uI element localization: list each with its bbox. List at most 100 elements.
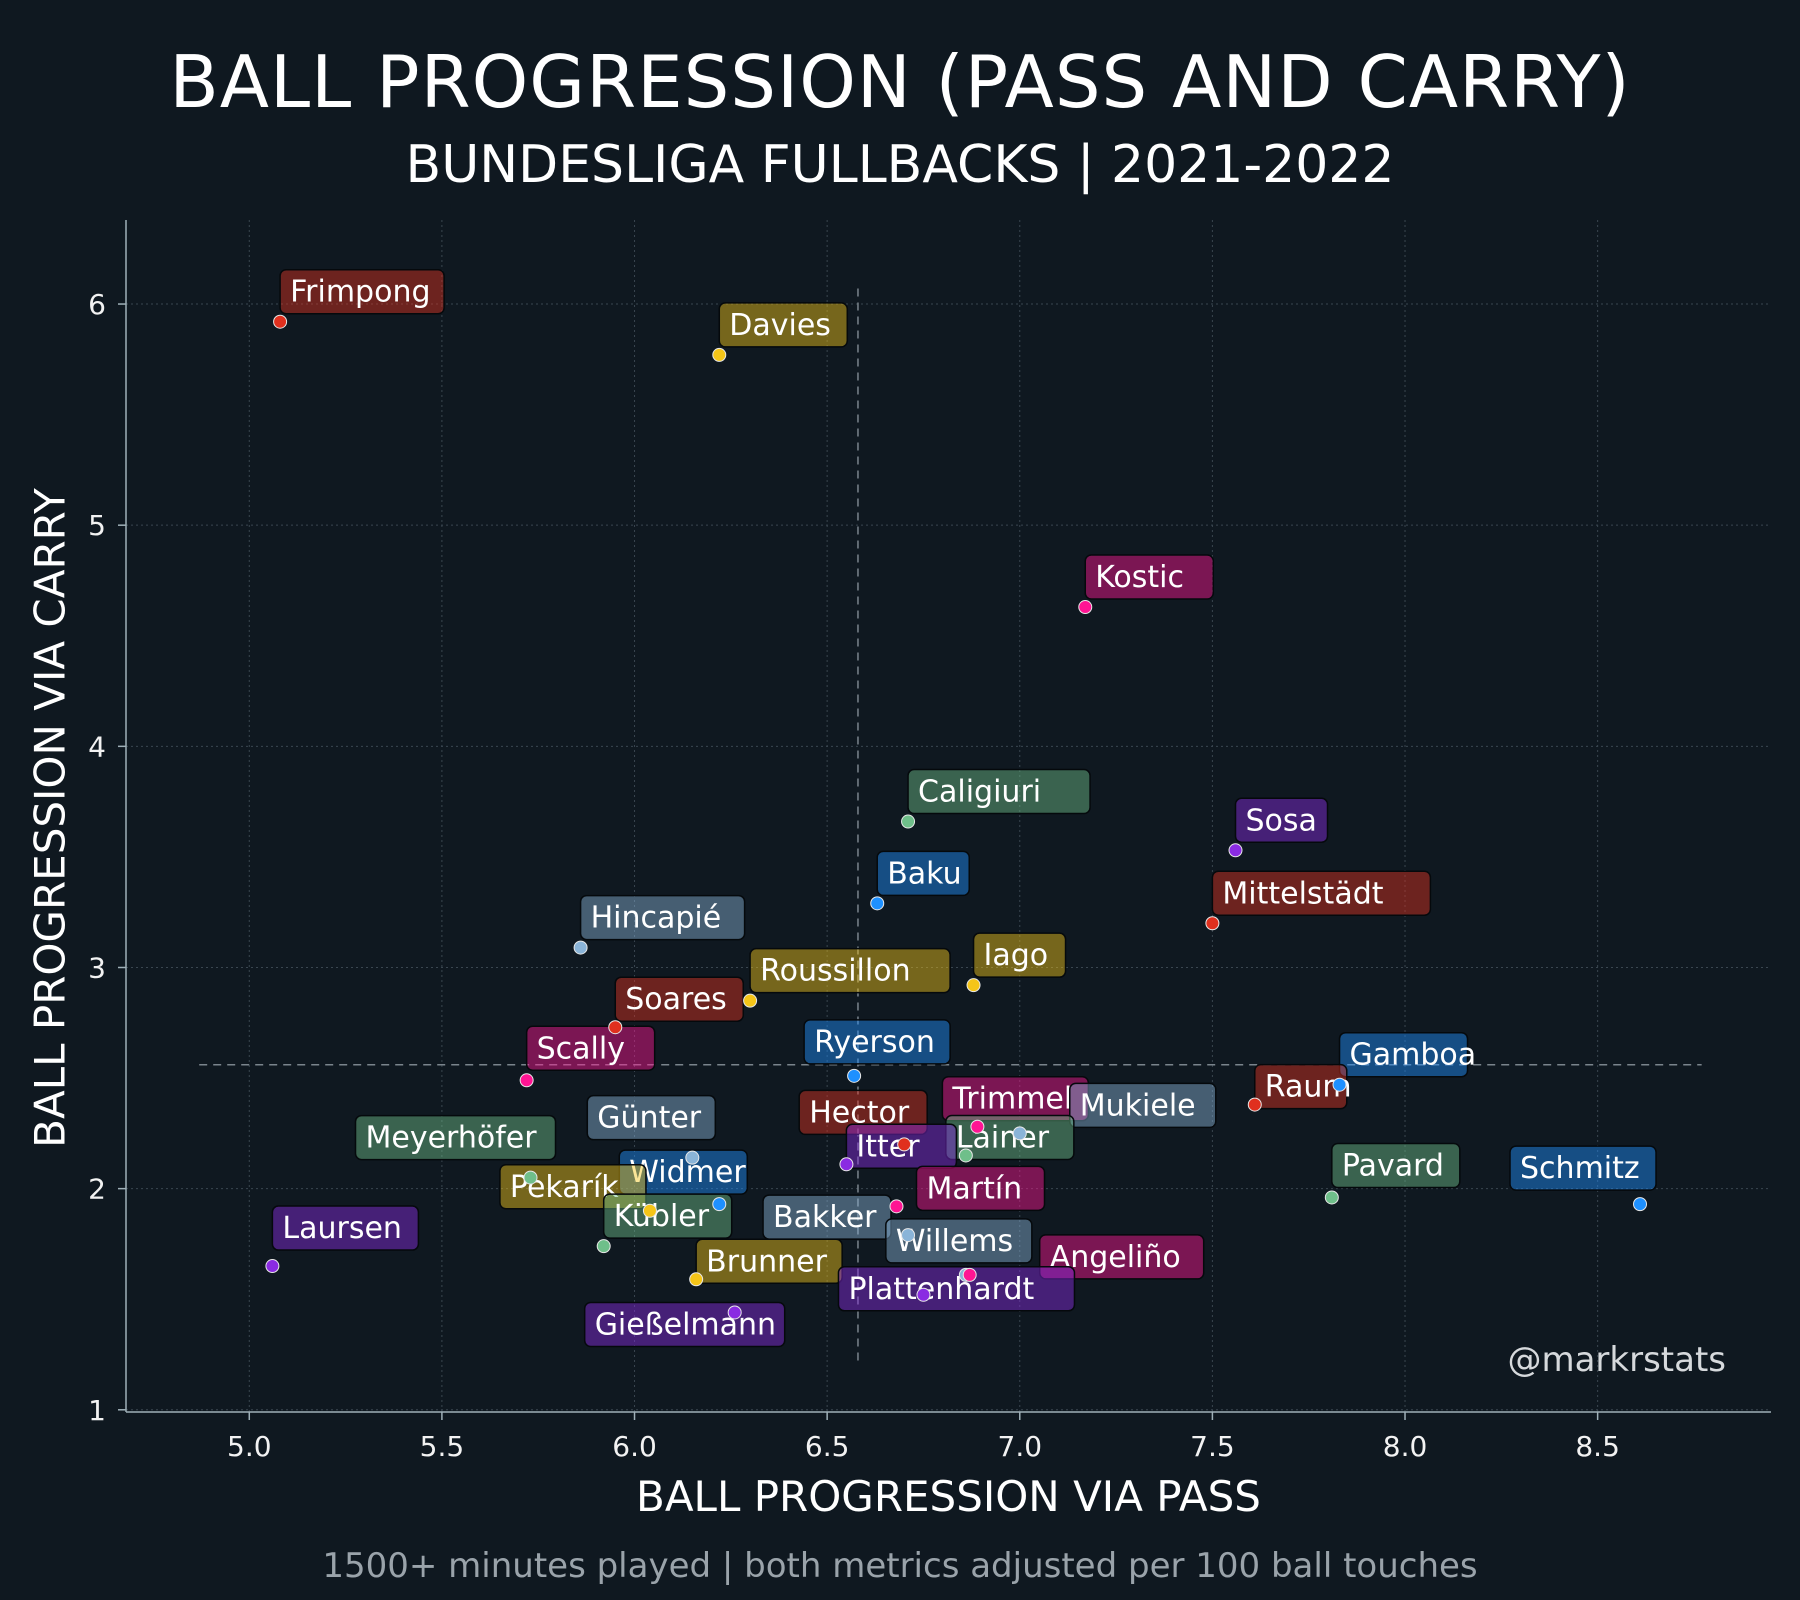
player-point: [1633, 1197, 1648, 1212]
player-label-text: Brunner: [706, 1244, 827, 1279]
player-label-plattenhardt: Plattenhardt: [837, 1266, 1076, 1312]
y-tick-label: 5: [88, 509, 106, 542]
player-label-box: [1069, 1082, 1217, 1129]
player-label-box: [718, 302, 849, 348]
player-label-text: Bakker: [773, 1200, 877, 1235]
player-label-hincapi-: Hincapié: [579, 894, 746, 941]
player-label-box: [837, 1266, 1076, 1312]
player-point: [523, 1170, 538, 1185]
player-label-text: Mittelstädt: [1222, 876, 1383, 911]
player-point: [958, 1148, 973, 1163]
player-point: [642, 1203, 657, 1218]
player-point: [901, 1228, 916, 1243]
player-label-box: [279, 268, 445, 315]
player-label-laursen: Laursen: [271, 1205, 420, 1251]
player-label-sosa: Sosa: [1234, 797, 1329, 844]
player-label-text: Scally: [537, 1031, 625, 1066]
x-tick-label: 5.5: [420, 1430, 465, 1463]
player-point: [1205, 916, 1220, 931]
chart-title: BALL PROGRESSION (PASS AND CARRY): [169, 40, 1631, 124]
player-label-davies: Davies: [718, 302, 849, 348]
player-label-pavard: Pavard: [1331, 1142, 1461, 1189]
player-label-box: [354, 1114, 557, 1161]
player-label-schmitz: Schmitz: [1509, 1145, 1657, 1191]
chart-subtitle: BUNDESLIGA FULLBACKS | 2021-2022: [405, 135, 1395, 195]
player-point: [962, 1267, 977, 1282]
player-point: [839, 1157, 854, 1172]
player-label-text: Kübler: [614, 1199, 710, 1234]
player-label-box: [876, 850, 970, 897]
player-label-text: Gamboa: [1350, 1038, 1477, 1073]
player-label-text: Hincapié: [591, 901, 722, 936]
player-point: [685, 1150, 700, 1165]
player-point: [1228, 843, 1243, 858]
player-label-box: [1509, 1145, 1657, 1191]
player-label-box: [941, 1075, 1090, 1122]
x-tick-label: 7.0: [998, 1430, 1043, 1463]
player-label-mukiele: Mukiele: [1069, 1082, 1217, 1129]
footnote: 1500+ minutes played | both metrics adju…: [322, 1546, 1478, 1586]
player-label-text: Laursen: [282, 1211, 402, 1246]
player-point: [970, 1119, 985, 1134]
player-label-text: Meyerhöfer: [366, 1121, 538, 1156]
player-label-box: [1084, 554, 1215, 600]
player-point: [1247, 1097, 1262, 1112]
player-label-box: [1338, 1031, 1469, 1078]
player-label-box: [749, 947, 951, 994]
player-label-scally: Scally: [525, 1025, 656, 1072]
player-label-box: [1331, 1142, 1461, 1189]
player-point: [1324, 1190, 1339, 1205]
player-point: [897, 1137, 912, 1152]
x-tick-label: 8.5: [1575, 1430, 1620, 1463]
x-tick-label: 6.5: [805, 1430, 850, 1463]
y-tick-label: 2: [88, 1173, 106, 1206]
player-point: [712, 347, 727, 362]
y-tick-label: 6: [88, 288, 106, 321]
player-label-text: Davies: [729, 308, 831, 343]
player-label-box: [695, 1238, 843, 1285]
player-label-text: Iago: [984, 938, 1049, 973]
player-label-box: [1211, 870, 1432, 917]
player-point: [712, 1197, 727, 1212]
player-label-mittelst-dt: Mittelstädt: [1211, 870, 1432, 917]
player-label-text: Soares: [625, 982, 727, 1017]
player-point: [265, 1259, 280, 1274]
player-label-baku: Baku: [876, 850, 970, 897]
x-tick-label: 5.0: [227, 1430, 272, 1463]
player-label-box: [972, 932, 1067, 978]
player-point: [689, 1272, 704, 1287]
player-label-brunner: Brunner: [695, 1238, 843, 1285]
player-point: [273, 314, 288, 329]
y-tick-label: 1: [88, 1394, 106, 1427]
player-label-text: Kostic: [1095, 560, 1184, 595]
player-label-box: [1254, 1063, 1348, 1110]
player-point: [573, 940, 588, 955]
player-label-gie-elmann: Gießelmann: [583, 1301, 786, 1348]
player-label-text: Trimmel: [951, 1082, 1072, 1117]
player-label-angeli-o: Angeliño: [1038, 1234, 1205, 1280]
player-label-text: Angeliño: [1050, 1240, 1181, 1275]
player-point: [966, 978, 981, 993]
player-label-g-nter: Günter: [586, 1094, 717, 1141]
player-point: [519, 1073, 534, 1088]
player-label-gamboa: Gamboa: [1338, 1031, 1477, 1078]
x-tick-label: 7.5: [1190, 1430, 1235, 1463]
player-label-text: Baku: [887, 856, 961, 891]
player-point: [608, 1020, 623, 1035]
player-point: [1012, 1126, 1027, 1141]
player-label-meyerh-fer: Meyerhöfer: [354, 1114, 557, 1161]
player-point: [901, 814, 916, 829]
player-label-text: Pavard: [1342, 1148, 1444, 1183]
player-point: [847, 1068, 862, 1083]
points-layer: [265, 314, 1648, 1320]
player-label-text: Mukiele: [1080, 1088, 1196, 1123]
player-point: [596, 1239, 611, 1254]
player-label-text: Roussillon: [760, 954, 911, 989]
player-label-box: [1234, 797, 1329, 844]
player-label-text: Ryerson: [814, 1025, 935, 1060]
player-point: [1078, 600, 1093, 615]
player-label-frimpong: Frimpong: [279, 268, 445, 315]
player-label-text: Schmitz: [1520, 1151, 1640, 1186]
player-label-trimmel: Trimmel: [941, 1075, 1090, 1122]
